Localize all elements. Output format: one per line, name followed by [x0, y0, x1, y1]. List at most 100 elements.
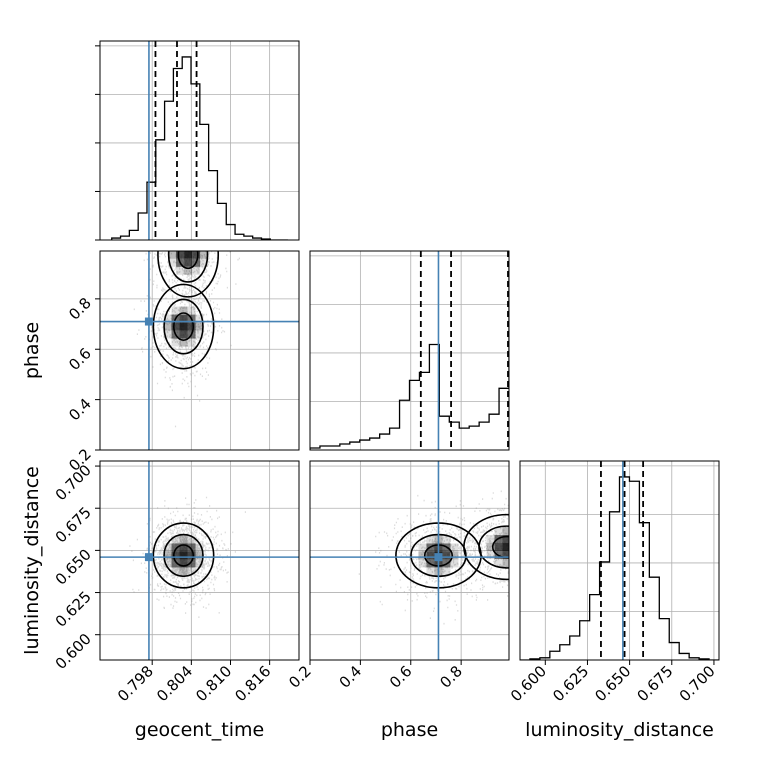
x-tick-label: 0.798 — [114, 662, 157, 705]
x-tick-label: 0.6 — [386, 662, 416, 692]
density-cell — [187, 559, 196, 568]
density-cell — [192, 266, 201, 275]
density-cell — [502, 535, 509, 544]
density-cell — [418, 543, 427, 552]
density-cell — [171, 535, 180, 544]
density-cell — [171, 306, 180, 315]
y-tick-label: 0.4 — [65, 395, 95, 425]
density-cell — [179, 535, 188, 544]
truth-marker — [144, 317, 153, 326]
contour-line — [163, 298, 204, 355]
x-axis-label-phase: phase — [381, 719, 438, 741]
density-cell — [200, 258, 209, 267]
density-cell — [510, 551, 518, 559]
density-cell — [187, 567, 196, 576]
density-cell — [510, 527, 518, 535]
x-tick-label: 0.816 — [231, 662, 274, 705]
y-tick-label: 0.650 — [52, 545, 95, 588]
density-cell — [163, 322, 172, 331]
contour-line — [172, 544, 195, 567]
density-cell — [200, 251, 209, 259]
grid-lines — [520, 461, 719, 660]
contour-line — [172, 312, 195, 341]
histogram-step — [520, 476, 719, 660]
density-cell — [195, 314, 204, 323]
histogram-phase — [310, 251, 509, 450]
density-cell — [184, 258, 193, 267]
x-axis-label-luminosity_distance: luminosity_distance — [525, 719, 714, 741]
x-tick-label: 0.700 — [676, 662, 719, 705]
density-cell — [426, 535, 435, 544]
density-cell — [494, 559, 503, 568]
scatter-panel-phase-luminosity_distance — [310, 461, 518, 660]
density-cell — [179, 567, 188, 576]
density-cell — [171, 567, 180, 576]
density-cell — [442, 535, 451, 544]
density-cell — [179, 322, 188, 331]
x-tick-label: 0.675 — [634, 662, 677, 705]
contour-line — [463, 513, 509, 581]
histogram-luminosity_distance — [520, 461, 719, 660]
density-cell — [171, 559, 180, 568]
density-cell — [171, 338, 180, 347]
density-cell — [195, 559, 204, 568]
density-cell — [163, 314, 172, 323]
x-tick-label: 0.2 — [285, 662, 315, 692]
contour-line — [163, 533, 204, 578]
y-axis-label-luminosity_distance: luminosity_distance — [21, 466, 43, 655]
density-cell — [426, 551, 435, 560]
panel-frame — [99, 250, 300, 451]
contour-line — [152, 283, 215, 370]
density-cell — [486, 543, 495, 552]
contour-line — [157, 251, 220, 298]
density-cell — [187, 322, 196, 331]
density-cell — [179, 543, 188, 552]
density-cell — [184, 243, 192, 251]
panel-frame — [99, 40, 300, 241]
density-cell — [179, 314, 188, 323]
density-cell — [418, 551, 427, 560]
x-axis-label-geocent_time: geocent_time — [135, 719, 264, 741]
density-cell — [171, 322, 180, 331]
panel-frame — [519, 460, 720, 661]
density-cell — [163, 551, 172, 560]
y-tick-label: 0.600 — [52, 630, 95, 673]
y-tick-label: 0.625 — [52, 588, 95, 631]
density-cell — [450, 543, 459, 552]
y-tick-label: 0.8 — [65, 294, 95, 324]
density-cell — [179, 338, 188, 347]
density-cell — [171, 551, 180, 560]
density-cell — [184, 251, 193, 259]
density-cell — [187, 306, 196, 315]
density-cell — [187, 543, 196, 552]
density-cell — [494, 527, 503, 536]
density-cell — [168, 258, 177, 267]
histogram-geocent_time — [111, 41, 288, 240]
scatter-panel-geocent_time-phase — [100, 235, 299, 450]
density-cell — [179, 306, 188, 315]
density-cell — [502, 551, 509, 560]
density-cell — [184, 235, 192, 243]
density-cell — [195, 543, 204, 552]
x-tick-label: 0.4 — [336, 662, 366, 692]
histogram-step — [111, 56, 288, 240]
density-cell — [176, 266, 185, 275]
density-cell — [486, 551, 495, 560]
density-cell — [168, 251, 177, 259]
density-cell — [502, 527, 509, 536]
density-cell — [179, 551, 188, 560]
x-tick-label: 0.625 — [549, 662, 592, 705]
density-cell — [418, 559, 427, 568]
density-cell — [163, 543, 172, 552]
x-tick-label: 0.650 — [591, 662, 634, 705]
y-axis-label-phase: phase — [21, 322, 43, 379]
panel-frame — [309, 250, 510, 451]
contour-line — [152, 522, 215, 589]
density-cell — [163, 559, 172, 568]
density-cell — [192, 251, 201, 259]
y-tick-label: 0.675 — [52, 503, 95, 546]
grid-lines — [309, 251, 509, 450]
density-cell — [502, 559, 509, 568]
grid-lines — [309, 461, 509, 660]
